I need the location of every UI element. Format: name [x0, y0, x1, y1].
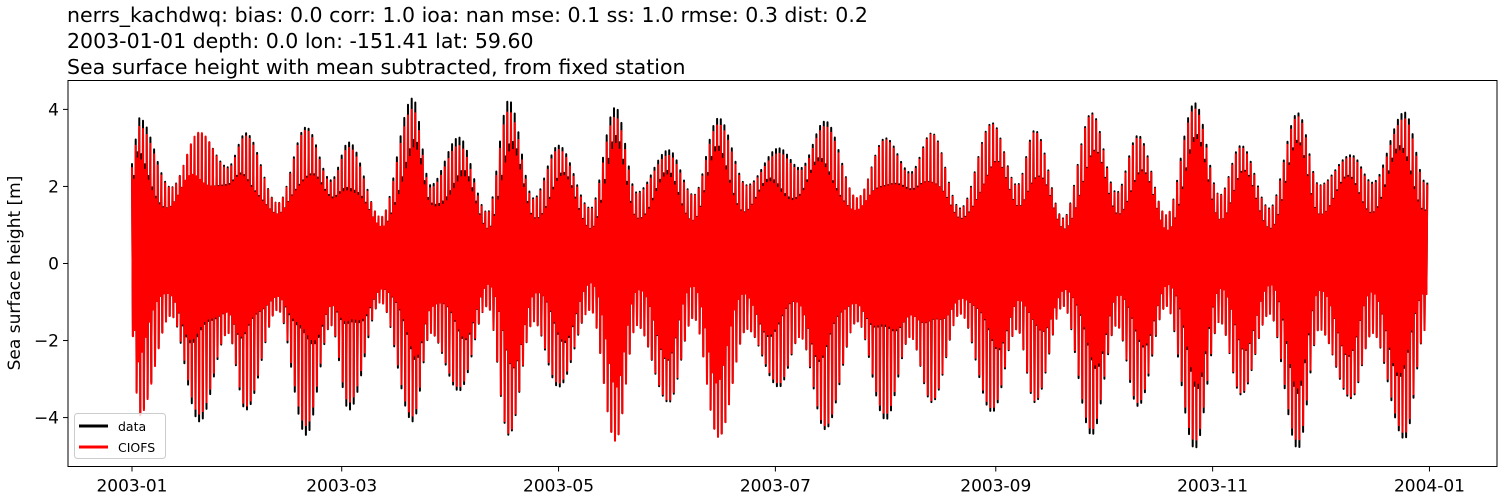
y-axis: −4 −2 0 2 4 [34, 100, 68, 429]
y-axis-label: Sea surface height [m] [5, 176, 25, 371]
x-tick-label: 2003-09 [960, 477, 1031, 497]
legend-data-label: data [118, 419, 146, 434]
chart-title-line-1: nerrs_kachdwq: bias: 0.0 corr: 1.0 ioa: … [67, 3, 868, 28]
y-tick-label: 0 [48, 254, 59, 274]
legend: data CIOFS [74, 413, 166, 459]
chart-title-line-3: Sea surface height with mean subtracted,… [67, 55, 686, 79]
chart-title-line-2: 2003-01-01 depth: 0.0 lon: -151.41 lat: … [67, 29, 534, 53]
x-tick-label: 2003-07 [740, 477, 811, 497]
x-tick-label: 2003-05 [523, 477, 594, 497]
series-line-ciofs [131, 108, 1429, 442]
y-tick-label: −2 [34, 332, 59, 352]
x-tick-label: 2003-03 [306, 477, 377, 497]
x-tick-label: 2003-01 [96, 477, 167, 497]
x-tick-label: 2003-11 [1177, 477, 1248, 497]
y-tick-label: −4 [34, 409, 59, 429]
y-tick-label: 2 [48, 177, 59, 197]
axes-frame [67, 80, 1498, 467]
x-tick-label: 2004-01 [1394, 477, 1465, 497]
legend-ciofs-label: CIOFS [118, 440, 155, 455]
y-tick-label: 4 [48, 100, 59, 120]
x-axis: 2003-01 2003-03 2003-05 2003-07 2003-09 2003-… [96, 466, 1465, 497]
plot-area [131, 97, 1429, 449]
